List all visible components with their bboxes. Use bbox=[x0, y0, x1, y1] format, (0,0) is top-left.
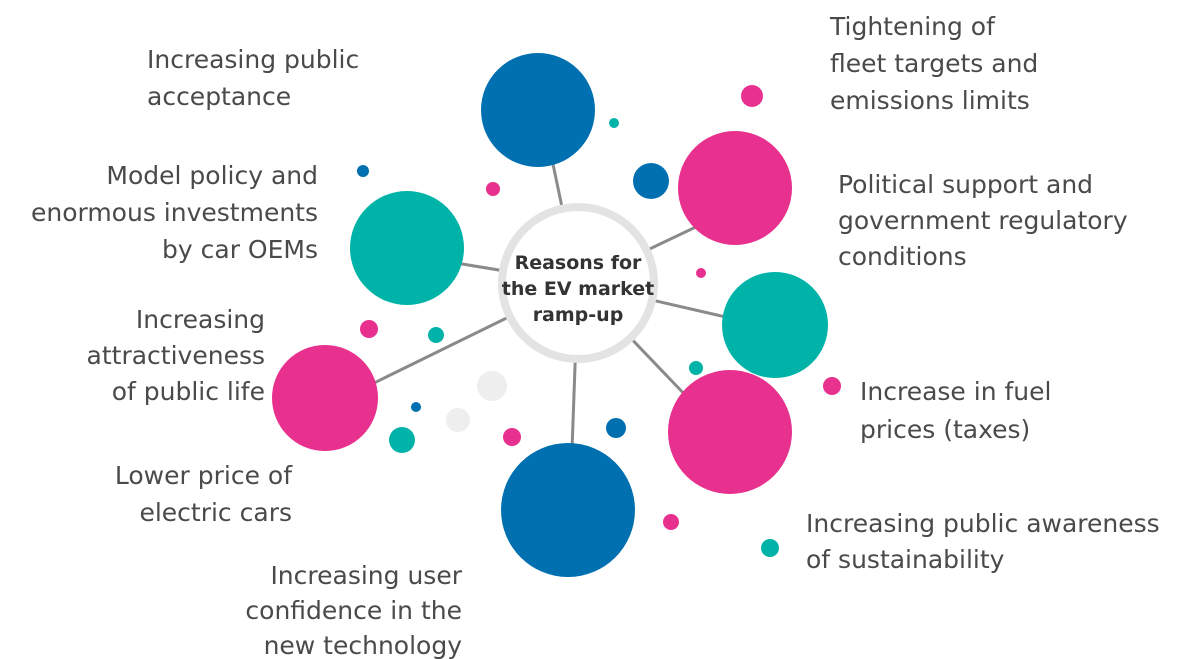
node-label: by car OEMs bbox=[162, 235, 318, 264]
node-label: government regulatory bbox=[838, 206, 1128, 235]
dot bbox=[689, 361, 703, 375]
node-label: Political support and bbox=[838, 170, 1093, 199]
node-label: electric cars bbox=[139, 498, 292, 527]
node-label: Increase in fuel bbox=[860, 377, 1051, 406]
node-label: Increasing bbox=[136, 305, 265, 334]
node-circle bbox=[668, 370, 792, 494]
dot bbox=[606, 418, 626, 438]
dot bbox=[663, 514, 679, 530]
node-label: enormous investments bbox=[31, 198, 318, 227]
dot bbox=[360, 320, 378, 338]
dot bbox=[503, 428, 521, 446]
dot bbox=[741, 85, 763, 107]
dot bbox=[486, 182, 500, 196]
node-label: Increasing public awareness bbox=[806, 509, 1160, 538]
dot bbox=[446, 408, 470, 432]
dot bbox=[428, 327, 444, 343]
node-label: Increasing public bbox=[147, 45, 359, 74]
node-label: Model policy and bbox=[106, 161, 318, 190]
node-label: Tightening of bbox=[829, 12, 996, 41]
node-label: Increasing user bbox=[270, 561, 462, 590]
dot bbox=[389, 427, 415, 453]
node-label: conditions bbox=[838, 242, 967, 271]
node-label: of public life bbox=[112, 377, 265, 406]
small-dots bbox=[357, 85, 841, 557]
node-label: confidence in the bbox=[245, 596, 462, 625]
dot bbox=[411, 402, 421, 412]
dot bbox=[477, 371, 507, 401]
node-circle bbox=[722, 272, 828, 378]
node-label: attractiveness bbox=[87, 341, 265, 370]
node-circle bbox=[501, 443, 635, 577]
node-circle bbox=[481, 53, 595, 167]
node-label: new technology bbox=[264, 631, 463, 659]
big-circles bbox=[272, 53, 828, 577]
dot bbox=[633, 163, 669, 199]
node-circle bbox=[678, 131, 792, 245]
node-label: prices (taxes) bbox=[860, 415, 1030, 444]
dot bbox=[609, 118, 619, 128]
labels: Reasons for the EV market ramp-up Increasin… bbox=[31, 12, 1160, 659]
center-circle bbox=[498, 203, 658, 363]
center-label: the EV market bbox=[502, 278, 655, 300]
dot bbox=[823, 377, 841, 395]
node-label: Lower price of bbox=[115, 461, 293, 490]
node-circle bbox=[272, 345, 378, 451]
center-label: ramp-up bbox=[533, 304, 624, 326]
dot bbox=[696, 268, 706, 278]
dot bbox=[357, 165, 369, 177]
node-label: emissions limits bbox=[830, 86, 1030, 115]
node-label: acceptance bbox=[147, 82, 291, 111]
node-label: of sustainability bbox=[806, 545, 1005, 574]
node-circle bbox=[350, 191, 464, 305]
center-label: Reasons for bbox=[515, 252, 642, 274]
node-label: fleet targets and bbox=[830, 49, 1038, 78]
dot bbox=[761, 539, 779, 557]
